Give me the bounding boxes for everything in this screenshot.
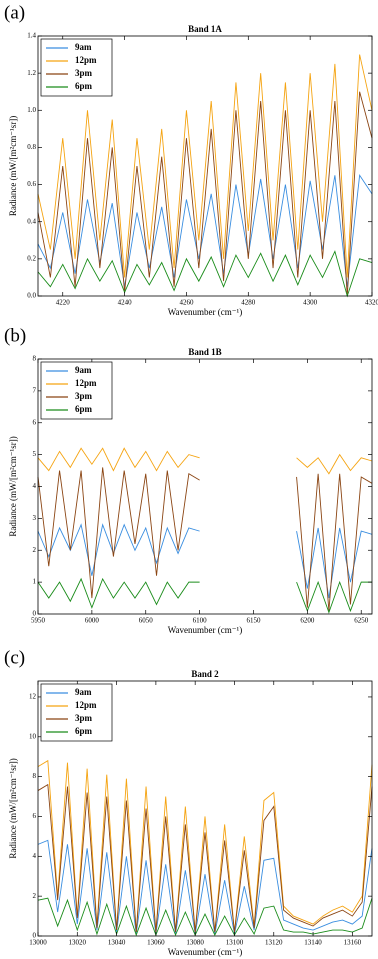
y-axis-label: Radiance (mW/[m²cm⁻¹sr])	[8, 758, 18, 858]
y-tick-label: 0	[33, 610, 37, 618]
x-tick-label: 6100	[193, 617, 208, 625]
x-tick-label: 13100	[226, 939, 244, 947]
y-tick-label: 1.0	[27, 106, 36, 114]
x-tick-label: 13160	[344, 939, 362, 947]
y-tick-label: 2	[33, 892, 37, 900]
chart-title: Band 1A	[188, 24, 222, 34]
y-tick-label: 0	[33, 932, 37, 940]
y-tick-label: 0.6	[27, 180, 36, 188]
x-tick-label: 6150	[246, 617, 261, 625]
spectrum-line	[37, 759, 373, 933]
legend-label: 12pm	[75, 700, 97, 710]
legend-label: 6pm	[75, 81, 93, 91]
legend-label: 3pm	[75, 68, 93, 78]
y-tick-label: 2	[33, 546, 37, 554]
panel-label: (a)	[4, 2, 25, 23]
x-tick-label: 13040	[108, 939, 126, 947]
legend-label: 3pm	[75, 713, 93, 723]
legend-label: 9am	[75, 687, 92, 697]
panel-label: (c)	[4, 647, 25, 668]
y-tick-label: 5	[33, 450, 37, 458]
y-tick-label: 10	[29, 732, 37, 740]
x-tick-label: 6200	[300, 617, 315, 625]
spectrum-line	[37, 839, 373, 935]
spectrum-line	[37, 783, 373, 933]
plot-frame	[37, 35, 373, 297]
legend-label: 6pm	[75, 726, 93, 736]
x-tick-label: 13140	[304, 939, 322, 947]
spectrum-line	[37, 250, 373, 298]
x-tick-label: 4260	[179, 299, 194, 307]
x-axis-label: Wavenumber (cm⁻¹)	[168, 307, 242, 317]
y-tick-label: 1.2	[27, 69, 36, 77]
y-tick-label: 3	[33, 514, 37, 522]
spectrum-line	[37, 467, 373, 611]
chart-title: Band 2	[191, 669, 219, 679]
y-axis-label: Radiance (mW/[m²cm⁻¹sr])	[8, 116, 18, 216]
y-tick-label: 12	[29, 693, 37, 701]
x-tick-label: 13060	[147, 939, 165, 947]
legend-label: 12pm	[75, 55, 97, 65]
x-tick-label: 13120	[265, 939, 283, 947]
spectrum-line	[37, 897, 373, 937]
spectrum-line	[37, 54, 373, 278]
x-tick-label: 4300	[303, 299, 318, 307]
x-axis-label: Wavenumber (cm⁻¹)	[168, 947, 242, 957]
y-tick-label: 1	[33, 578, 37, 586]
x-tick-label: 6000	[85, 617, 100, 625]
y-tick-label: 1.4	[27, 32, 36, 40]
legend-label: 3pm	[75, 391, 93, 401]
y-tick-label: 6	[33, 812, 37, 820]
y-tick-label: 8	[33, 355, 37, 363]
legend-label: 12pm	[75, 378, 97, 388]
x-tick-label: 4280	[241, 299, 256, 307]
y-tick-label: 4	[33, 482, 37, 490]
y-axis-label: Radiance (mW/[m²cm⁻¹sr])	[8, 436, 18, 536]
panel-label: (b)	[4, 325, 26, 346]
y-tick-label: 0.4	[27, 217, 36, 225]
y-tick-label: 6	[33, 418, 37, 426]
x-tick-label: 4240	[118, 299, 133, 307]
x-tick-label: 4320	[365, 299, 378, 307]
x-tick-label: 5950	[31, 617, 46, 625]
chart-title: Band 1B	[188, 347, 221, 357]
x-tick-label: 6250	[354, 617, 369, 625]
x-tick-label: 13080	[186, 939, 204, 947]
spectrum-line	[37, 91, 373, 297]
spectrum-line	[37, 447, 373, 475]
x-tick-label: 6050	[139, 617, 154, 625]
y-tick-label: 7	[33, 386, 37, 394]
legend-label: 9am	[75, 365, 92, 375]
y-tick-label: 0.8	[27, 143, 36, 151]
y-tick-label: 0.0	[27, 292, 36, 300]
spectrum-line	[37, 523, 373, 599]
plot-frame	[37, 680, 373, 937]
x-tick-label: 13000	[29, 939, 47, 947]
x-axis-label: Wavenumber (cm⁻¹)	[168, 625, 242, 635]
y-tick-label: 4	[33, 852, 37, 860]
y-tick-label: 0.2	[27, 254, 36, 262]
x-tick-label: 4220	[56, 299, 71, 307]
legend-label: 6pm	[75, 404, 93, 414]
spectrum-line	[37, 577, 372, 614]
spectrum-line	[37, 174, 373, 287]
y-tick-label: 8	[33, 772, 37, 780]
x-tick-label: 13020	[69, 939, 87, 947]
legend-label: 9am	[75, 42, 92, 52]
